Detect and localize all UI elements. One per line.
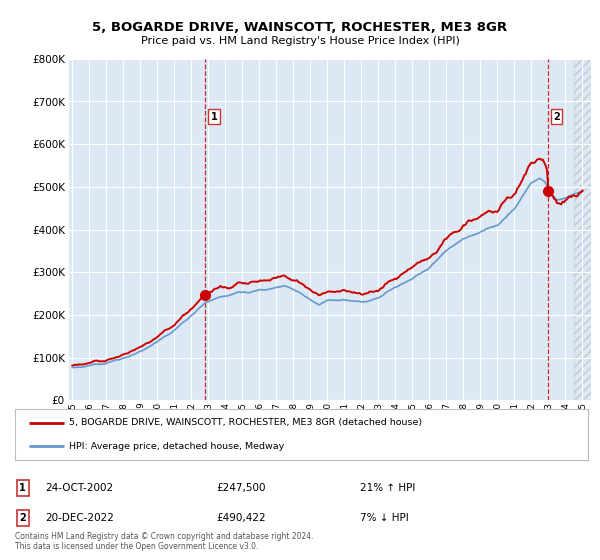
Text: HPI: Average price, detached house, Medway: HPI: Average price, detached house, Medw… <box>70 442 284 451</box>
Text: Contains HM Land Registry data © Crown copyright and database right 2024.
This d: Contains HM Land Registry data © Crown c… <box>15 531 314 551</box>
Text: 1: 1 <box>19 483 26 493</box>
Text: 20-DEC-2022: 20-DEC-2022 <box>45 513 114 523</box>
Text: 1: 1 <box>211 112 217 122</box>
Text: 5, BOGARDE DRIVE, WAINSCOTT, ROCHESTER, ME3 8GR: 5, BOGARDE DRIVE, WAINSCOTT, ROCHESTER, … <box>92 21 508 34</box>
Text: 21% ↑ HPI: 21% ↑ HPI <box>360 483 415 493</box>
Text: 7% ↓ HPI: 7% ↓ HPI <box>360 513 409 523</box>
Text: 24-OCT-2002: 24-OCT-2002 <box>45 483 113 493</box>
Text: 5, BOGARDE DRIVE, WAINSCOTT, ROCHESTER, ME3 8GR (detached house): 5, BOGARDE DRIVE, WAINSCOTT, ROCHESTER, … <box>70 418 422 427</box>
Text: £490,422: £490,422 <box>216 513 266 523</box>
Text: 2: 2 <box>553 112 560 122</box>
Text: Price paid vs. HM Land Registry's House Price Index (HPI): Price paid vs. HM Land Registry's House … <box>140 36 460 46</box>
Text: £247,500: £247,500 <box>216 483 265 493</box>
Text: 2: 2 <box>19 513 26 523</box>
